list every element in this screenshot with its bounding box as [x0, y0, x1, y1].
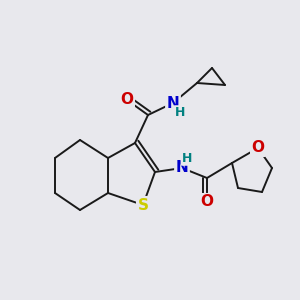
Text: S: S: [137, 197, 148, 212]
Text: N: N: [167, 95, 179, 110]
Text: O: O: [121, 92, 134, 107]
Text: H: H: [182, 152, 192, 164]
Text: N: N: [176, 160, 188, 175]
Text: H: H: [175, 106, 185, 119]
Text: O: O: [200, 194, 214, 209]
Text: O: O: [251, 140, 265, 155]
